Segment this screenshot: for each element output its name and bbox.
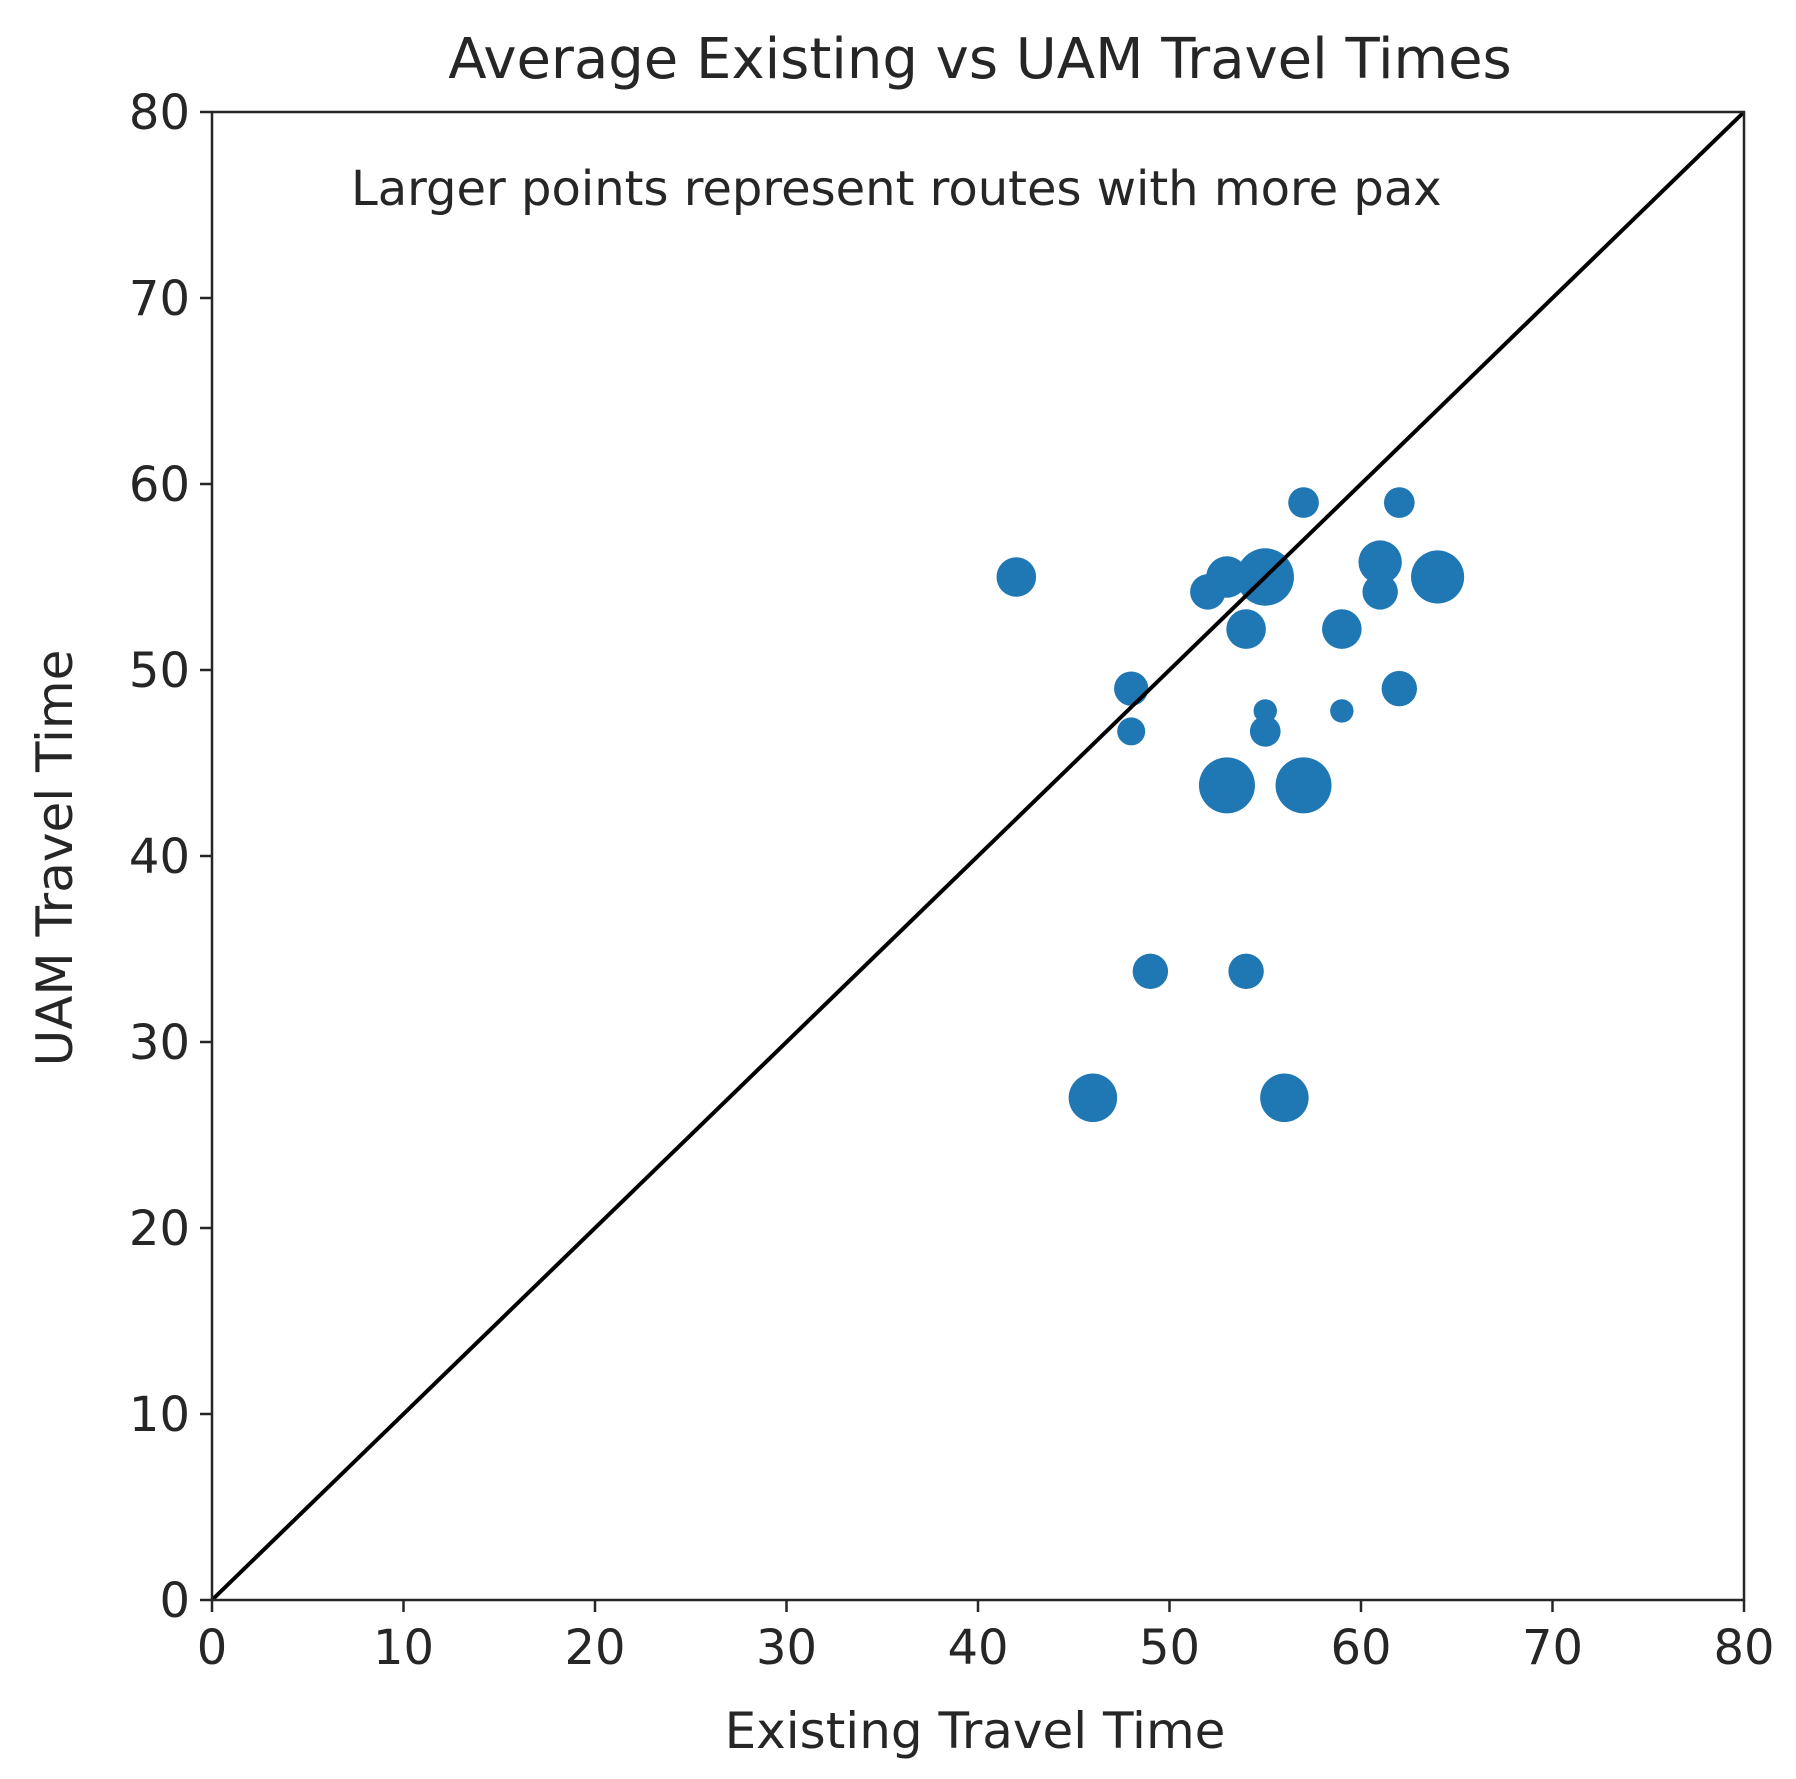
scatter-point-19 <box>1362 574 1398 610</box>
y-tick-label-0: 0 <box>159 1573 190 1629</box>
scatter-point-12 <box>1249 716 1281 747</box>
scatter-point-8 <box>1226 609 1266 649</box>
x-tick-label-60: 60 <box>1330 1620 1391 1676</box>
scatter-point-22 <box>1411 550 1465 604</box>
scatter-point-9 <box>1228 953 1264 990</box>
y-tick-label-50: 50 <box>129 643 190 699</box>
x-axis-label: Existing Travel Time <box>725 1702 1226 1760</box>
chart-annotation: Larger points represent routes with more… <box>351 161 1442 217</box>
x-tick-label-70: 70 <box>1522 1620 1583 1676</box>
scatter-point-21 <box>1381 670 1418 707</box>
y-tick-label-20: 20 <box>129 1201 190 1257</box>
scatter-point-18 <box>1358 540 1402 584</box>
y-tick-label-30: 30 <box>129 1015 190 1071</box>
scatter-point-4 <box>1132 953 1169 990</box>
y-tick-label-80: 80 <box>129 85 190 141</box>
scatter-point-16 <box>1322 609 1362 649</box>
x-tick-label-10: 10 <box>373 1620 434 1676</box>
x-tick-label-40: 40 <box>947 1620 1008 1676</box>
x-tick-label-80: 80 <box>1713 1620 1774 1676</box>
chart-title: Average Existing vs UAM Travel Times <box>448 27 1511 92</box>
scatter-point-6 <box>1206 556 1248 598</box>
x-tick-label-0: 0 <box>197 1620 228 1676</box>
x-tick-label-50: 50 <box>1139 1620 1200 1676</box>
y-tick-label-60: 60 <box>129 457 190 513</box>
y-tick-label-10: 10 <box>129 1387 190 1443</box>
points-layer <box>996 487 1465 1123</box>
reference-diagonal-line <box>210 110 1746 1602</box>
scatter-point-13 <box>1260 1073 1309 1123</box>
scatter-point-15 <box>1275 757 1332 814</box>
x-tick-label-30: 30 <box>756 1620 817 1676</box>
y-tick-label-40: 40 <box>129 829 190 885</box>
scatter-point-11 <box>1253 699 1277 723</box>
scatter-point-3 <box>1117 717 1146 746</box>
scatter-point-14 <box>1288 487 1319 518</box>
scatter-point-2 <box>1114 671 1149 706</box>
y-tick-label-70: 70 <box>129 271 190 327</box>
x-axis-ticks: 0 10 20 30 40 50 60 70 80 <box>197 1600 1775 1676</box>
scatter-point-17 <box>1330 699 1354 723</box>
scatter-point-1 <box>1068 1073 1118 1123</box>
scatter-point-20 <box>1383 487 1415 518</box>
x-tick-label-20: 20 <box>564 1620 625 1676</box>
y-axis-ticks: 0 10 20 30 40 50 60 70 80 <box>129 85 212 1629</box>
y-axis-label: UAM Travel Time <box>26 650 84 1067</box>
scatter-point-7 <box>1198 757 1255 814</box>
scatter-point-0 <box>996 557 1037 597</box>
